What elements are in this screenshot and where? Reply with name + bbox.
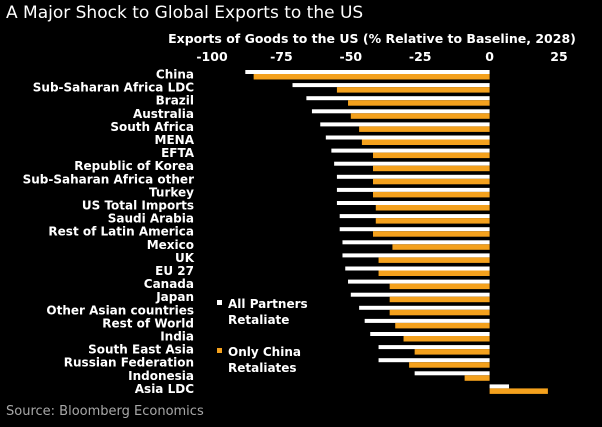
- category-label: Russian Federation: [64, 356, 194, 370]
- source-note: Source: Bloomberg Economics: [6, 404, 204, 419]
- bar-only-china: [409, 362, 490, 368]
- category-label: Brazil: [156, 94, 194, 108]
- category-label: Sub-Saharan Africa other: [23, 172, 194, 186]
- legend-label-all-partners: All Partners Retaliate: [228, 297, 308, 327]
- bar-only-china: [389, 296, 490, 303]
- x-tick-label: -50: [340, 49, 363, 64]
- bar-only-china: [373, 152, 490, 159]
- bar-only-china: [375, 205, 490, 211]
- bar-all-partners: [348, 279, 490, 284]
- category-label: Mexico: [147, 238, 194, 252]
- category-label: India: [160, 330, 194, 344]
- bar-all-partners: [350, 292, 490, 297]
- bar-only-china: [389, 309, 490, 316]
- x-tick-label: -25: [409, 49, 432, 64]
- bar-only-china: [253, 74, 490, 80]
- bar-only-china: [489, 388, 548, 394]
- bar-only-china: [359, 126, 490, 132]
- bar-only-china: [350, 113, 490, 119]
- bar-only-china: [373, 178, 490, 185]
- category-label: Sub-Saharan Africa LDC: [33, 81, 194, 95]
- bar-all-partners: [325, 135, 490, 140]
- bar-only-china: [375, 218, 490, 224]
- x-tick-label: 0: [485, 49, 494, 64]
- x-tick-label: 25: [550, 49, 567, 64]
- category-label: MENA: [155, 133, 195, 147]
- category-label: Republic of Korea: [74, 159, 194, 173]
- bar-only-china: [373, 191, 490, 198]
- bar-all-partners: [320, 122, 490, 127]
- legend-label-only-china: Only China Retaliates: [228, 345, 301, 375]
- category-label: Japan: [155, 290, 194, 304]
- bar-only-china: [378, 257, 490, 263]
- bars: [245, 70, 548, 394]
- bar-only-china: [348, 100, 490, 106]
- category-label: Saudi Arabia: [108, 212, 194, 226]
- category-label: China: [156, 68, 194, 82]
- category-label: Indonesia: [128, 369, 194, 383]
- bar-all-partners: [345, 266, 490, 271]
- category-label: Turkey: [149, 185, 194, 199]
- bar-all-partners: [245, 70, 490, 74]
- bar-all-partners: [378, 358, 490, 363]
- chart-title: A Major Shock to Global Exports to the U…: [6, 3, 364, 23]
- bar-only-china: [336, 87, 490, 93]
- bar-only-china: [403, 336, 490, 342]
- category-label: Other Asian countries: [46, 303, 194, 317]
- bar-all-partners: [342, 240, 490, 245]
- bar-all-partners: [334, 161, 490, 166]
- legend-swatch-only-china: [217, 348, 222, 353]
- bar-all-partners: [359, 305, 490, 310]
- bar-only-china: [373, 165, 490, 172]
- category-label: Australia: [133, 107, 194, 121]
- category-label: South Africa: [110, 120, 194, 134]
- bar-all-partners: [370, 332, 490, 336]
- bar-all-partners: [336, 187, 490, 192]
- x-tick-label: -100: [196, 49, 228, 64]
- bar-only-china: [361, 139, 490, 145]
- bar-only-china: [414, 349, 490, 355]
- bar-all-partners: [489, 384, 510, 389]
- bar-all-partners: [292, 83, 490, 88]
- bar-all-partners: [414, 371, 490, 376]
- bar-all-partners: [311, 109, 490, 114]
- category-label: South East Asia: [88, 343, 194, 357]
- category-label: Asia LDC: [135, 382, 194, 396]
- x-axis-ticks: -100 -75 -50 -25 0 25: [196, 49, 567, 64]
- chart-subtitle: Exports of Goods to the US (% Relative t…: [168, 31, 576, 46]
- bar-all-partners: [342, 253, 490, 258]
- category-label: Rest of Latin America: [48, 225, 194, 239]
- bar-only-china: [389, 283, 490, 290]
- category-label: Rest of World: [102, 316, 194, 330]
- bar-all-partners: [364, 318, 490, 323]
- category-label: EFTA: [161, 146, 195, 160]
- bar-only-china: [392, 244, 490, 250]
- bar-all-partners: [378, 345, 490, 350]
- category-label: UK: [175, 251, 195, 265]
- bar-only-china: [378, 270, 490, 276]
- bar-all-partners: [336, 174, 490, 179]
- bar-all-partners: [331, 148, 490, 153]
- category-label: EU 27: [155, 264, 194, 278]
- bar-only-china: [373, 231, 490, 237]
- category-label: Canada: [144, 277, 194, 291]
- bar-all-partners: [339, 227, 490, 232]
- bar-all-partners: [339, 214, 490, 219]
- legend-swatch-all-partners: [217, 300, 222, 305]
- x-tick-label: -75: [270, 49, 293, 64]
- bar-all-partners: [306, 96, 490, 101]
- bar-only-china: [395, 322, 490, 329]
- category-label: US Total Imports: [82, 199, 194, 213]
- bar-all-partners: [336, 201, 490, 205]
- bar-only-china: [464, 375, 490, 381]
